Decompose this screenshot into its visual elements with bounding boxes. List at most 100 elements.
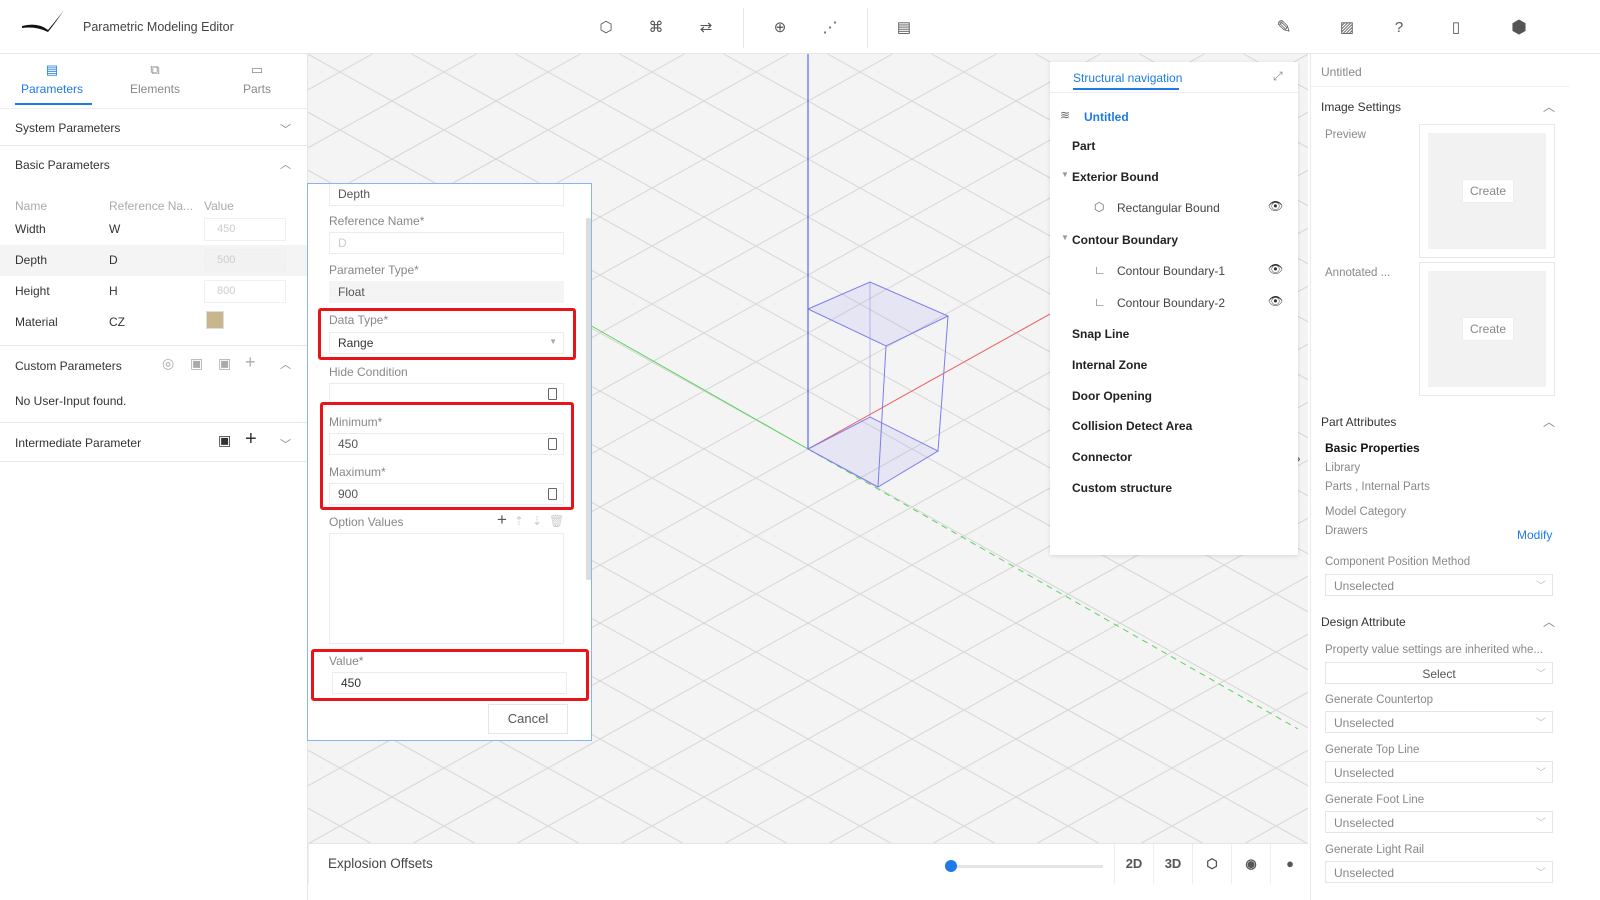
eye-icon[interactable]: ◉ — [1231, 844, 1270, 884]
delete-icon[interactable]: 🗑 — [549, 514, 565, 528]
light-rail-select[interactable]: Unselected — [1325, 861, 1553, 883]
grid-line — [723, 517, 1308, 844]
value-input[interactable]: 500 — [204, 249, 286, 272]
grid-line — [827, 575, 1308, 844]
basic-parameters-section: Basic Parameters ︿ Name Reference Na... Val… — [0, 146, 307, 346]
position-method-select[interactable]: Unselected — [1325, 574, 1553, 596]
tab-parts[interactable]: ▭ Parts — [212, 62, 302, 96]
parameter-type-field: Float — [329, 281, 564, 303]
z-axis — [587, 323, 809, 450]
value-input[interactable]: 800 — [204, 280, 286, 303]
document-settings-icon[interactable]: ▤ — [896, 19, 912, 36]
nav-item[interactable]: Exterior Bound — [1072, 170, 1159, 184]
table-row[interactable]: Width W 450 — [0, 214, 307, 245]
calculator-icon — [548, 438, 557, 450]
slider-handle[interactable] — [945, 860, 957, 872]
value-input[interactable]: 450 — [204, 218, 286, 241]
layers-icon: ≋ — [1060, 108, 1071, 122]
tab-structural-navigation[interactable]: Structural navigation — [1073, 71, 1183, 85]
scrollbar[interactable] — [586, 218, 591, 580]
info-icon[interactable]: ● — [1270, 844, 1309, 884]
nav-item[interactable]: Internal Zone — [1072, 358, 1148, 372]
view-2d-button[interactable]: 2D — [1114, 844, 1153, 884]
help-icon[interactable]: ? — [1394, 18, 1404, 36]
file-icon[interactable]: ▯ — [1451, 19, 1461, 36]
option-values-list[interactable] — [329, 533, 564, 644]
minimum-input[interactable]: 450 — [329, 433, 564, 455]
node-icon[interactable]: ⋰ — [822, 19, 838, 36]
system-parameters-header[interactable]: System Parameters ﹀ — [0, 108, 307, 146]
grid-icon[interactable]: ⌘ — [648, 19, 664, 36]
nav-item[interactable]: Contour Boundary-2 — [1117, 296, 1226, 310]
value-input[interactable]: 450 — [332, 672, 567, 694]
tab-parameters[interactable]: ▤ Parameters — [7, 62, 97, 96]
reference-name-input[interactable]: D — [329, 232, 564, 254]
table-row[interactable]: Depth D 500 — [0, 245, 307, 276]
export-icon[interactable]: ▣ — [218, 355, 232, 371]
add-icon[interactable]: + — [245, 428, 257, 450]
eye-icon[interactable]: 👁 — [1268, 199, 1284, 213]
add-icon[interactable]: + — [245, 352, 256, 372]
countertop-select[interactable]: Unselected — [1325, 711, 1553, 733]
table-row[interactable]: Material CZ — [0, 307, 307, 338]
grid-line — [931, 633, 1308, 844]
chevron-up-icon[interactable]: ︿ — [280, 359, 291, 371]
maximum-input[interactable]: 900 — [329, 483, 564, 505]
cube-icon[interactable]: ⬡ — [1192, 844, 1231, 884]
eye-icon[interactable]: 👁 — [1268, 262, 1284, 276]
nav-item[interactable]: Contour Boundary-1 — [1117, 264, 1226, 278]
tab-elements[interactable]: ⧉ Elements — [110, 62, 200, 96]
modify-link[interactable]: Modify — [1517, 528, 1553, 542]
material-swatch[interactable] — [206, 311, 224, 329]
explosion-slider[interactable] — [948, 865, 1103, 868]
table-row[interactable]: Height H 800 — [0, 276, 307, 307]
left-panel: ▤ Parameters ⧉ Elements ▭ Parts System Para… — [0, 54, 308, 900]
expand-icon[interactable]: ⤢ — [1273, 69, 1283, 83]
select-button[interactable]: Select — [1325, 662, 1553, 684]
data-type-select[interactable]: Range ▼ — [329, 332, 564, 354]
preview-image: Create — [1419, 124, 1555, 258]
settings-icon[interactable]: ⬢ — [1511, 16, 1527, 37]
bottom-toolbar: Explosion Offsets 2D 3D ⬡ ◉ ● — [308, 843, 1309, 884]
nav-item[interactable]: Snap Line — [1072, 327, 1130, 341]
import-icon[interactable]: ▣ — [218, 432, 232, 448]
chart-icon[interactable]: ▨ — [1339, 19, 1355, 36]
add-icon[interactable]: + — [497, 510, 507, 529]
document-title: Untitled — [1321, 65, 1362, 79]
nav-item[interactable]: Connector — [1072, 450, 1132, 464]
link-icon[interactable]: ⊕ — [773, 19, 787, 36]
cube-icon: ⬡ — [1094, 200, 1105, 214]
nav-item[interactable]: Custom structure — [1072, 481, 1173, 495]
basic-parameters-title[interactable]: Basic Parameters — [15, 158, 110, 172]
chevron-up-icon[interactable]: ︿ — [1543, 615, 1556, 629]
chevron-up-icon[interactable]: ︿ — [1543, 415, 1556, 429]
grid-line — [308, 807, 373, 844]
cancel-button[interactable]: Cancel — [488, 704, 568, 734]
import-icon[interactable]: ▣ — [190, 355, 204, 371]
highlight-box — [320, 402, 574, 510]
exchange-icon[interactable]: ⇄ — [699, 19, 713, 36]
right-panel: Untitled Image Settings ︿ Preview Create… — [1310, 54, 1569, 900]
foot-line-select[interactable]: Unselected — [1325, 811, 1553, 833]
model-icon[interactable]: ⬡ — [599, 19, 613, 36]
move-up-icon[interactable]: ⇡ — [514, 514, 525, 528]
nav-item[interactable]: Contour Boundary — [1072, 233, 1178, 247]
settings-icon[interactable]: ◎ — [162, 355, 175, 371]
chevron-down-icon[interactable]: ﹀ — [280, 439, 291, 451]
nav-item[interactable]: Door Opening — [1072, 389, 1152, 403]
pencil-icon[interactable]: ✎ — [1276, 16, 1292, 37]
view-3d-button[interactable]: 3D — [1153, 844, 1192, 884]
chevron-up-icon[interactable]: ︿ — [1543, 100, 1556, 114]
top-line-select[interactable]: Unselected — [1325, 761, 1553, 783]
name-input[interactable]: Depth — [329, 184, 564, 206]
chevron-up-icon[interactable]: ︿ — [280, 159, 291, 171]
eye-icon[interactable]: 👁 — [1268, 294, 1284, 308]
nav-item[interactable]: Rectangular Bound — [1117, 201, 1220, 215]
nav-item[interactable]: Part — [1072, 139, 1096, 153]
create-annotated-button[interactable]: Create — [1462, 317, 1514, 341]
nav-root[interactable]: Untitled — [1084, 110, 1129, 124]
nav-item[interactable]: Collision Detect Area — [1072, 419, 1193, 433]
expand-panel-icon[interactable]: › — [1296, 450, 1301, 466]
move-down-icon[interactable]: ⇣ — [532, 514, 543, 528]
create-preview-button[interactable]: Create — [1462, 179, 1514, 203]
